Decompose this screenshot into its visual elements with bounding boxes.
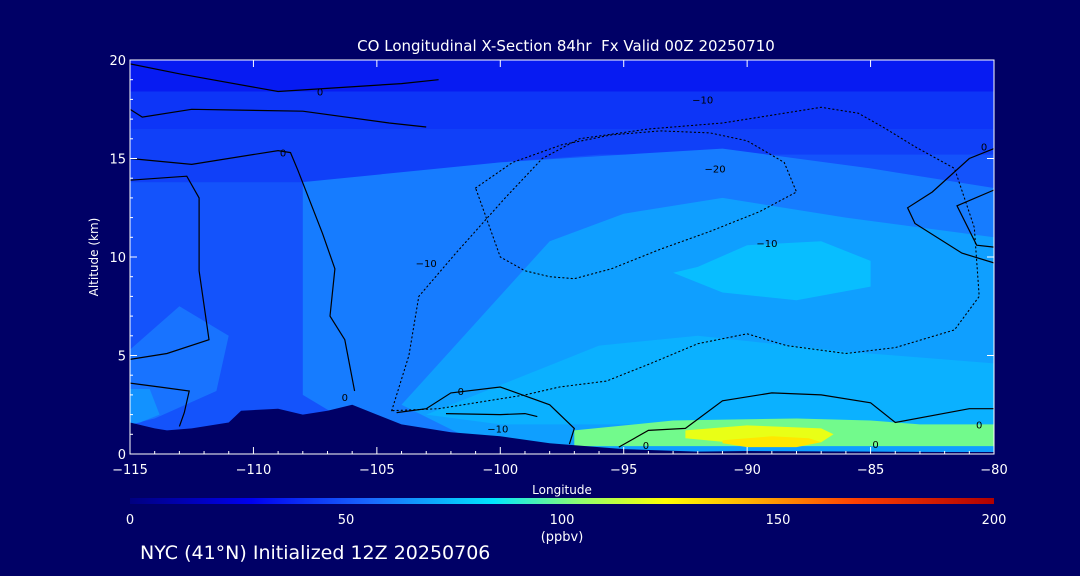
contour-label-9: −20 <box>705 164 726 175</box>
contour-line-10 <box>391 106 980 412</box>
contour-label-6: 0 <box>976 420 982 431</box>
y-tick-label: 20 <box>109 54 126 69</box>
contour-label-0: 0 <box>317 88 323 99</box>
x-tick-label: −90 <box>733 463 760 478</box>
co-region-1 <box>130 91 994 129</box>
colorbar-tick-label: 150 <box>766 513 791 528</box>
contour-line-0 <box>130 63 439 93</box>
contour-label-5: 0 <box>872 440 878 451</box>
co-region-10 <box>722 436 822 448</box>
contour-label-10: −10 <box>416 259 437 270</box>
contour-label-4: 0 <box>643 441 649 452</box>
x-tick-label: −110 <box>236 463 272 478</box>
contour-label-12: −10 <box>487 424 508 435</box>
colorbar-ticks: 0 50 100 150 200 <box>126 513 1007 528</box>
x-tick-label: −105 <box>359 463 395 478</box>
contour-line-8 <box>906 148 994 264</box>
co-region-12 <box>130 389 160 425</box>
y-axis-title: Altitude (km) <box>87 218 101 297</box>
contour-label-3: 0 <box>458 387 464 398</box>
contour-line-4 <box>130 382 190 427</box>
contour-label-8: −10 <box>692 95 713 106</box>
colorbar-tick-label: 100 <box>550 513 575 528</box>
terrain-mask <box>130 404 994 454</box>
contour-line-2 <box>130 149 356 392</box>
x-tick-label: −80 <box>980 463 1007 478</box>
y-tick-label: 5 <box>118 350 126 365</box>
contour-label-2: 0 <box>342 393 348 404</box>
co-region-6 <box>673 241 871 301</box>
co-region-7 <box>426 335 994 425</box>
x-tick-label: −85 <box>857 463 884 478</box>
colorbar-tick-label: 0 <box>126 513 134 528</box>
contour-line-3 <box>130 175 210 360</box>
y-tick-label: 10 <box>109 251 126 266</box>
y-tick-label: 15 <box>109 153 126 168</box>
co-concentration-fields <box>130 60 994 454</box>
contour-label-1: 0 <box>280 149 286 160</box>
colorbar <box>130 498 994 504</box>
footer-init-text: NYC (41°N) Initialized 12Z 20250706 <box>140 542 491 564</box>
co-region-11 <box>130 306 229 425</box>
contour-label-11: −10 <box>756 239 777 250</box>
colorbar-tick-label: 200 <box>982 513 1007 528</box>
x-axis-title: Longitude <box>532 483 592 497</box>
contour-line-9 <box>956 189 994 248</box>
colorbar-unit: (ppbv) <box>541 530 584 545</box>
y-tick-label: 0 <box>118 448 126 463</box>
x-tick-label: −100 <box>482 463 518 478</box>
x-tick-label: −95 <box>610 463 637 478</box>
x-tick-label: −115 <box>112 463 148 478</box>
contour-labels: 0 0 0 0 0 0 0 0 −10 −20 −10 −10 −10 <box>280 88 987 453</box>
chart-title: CO Longitudinal X-Section 84hr Fx Valid … <box>357 37 775 55</box>
colorbar-tick-label: 50 <box>338 513 355 528</box>
contour-line-6 <box>445 412 538 418</box>
contour-label-7: 0 <box>981 143 987 154</box>
contour-line-11 <box>475 130 798 280</box>
contour-line-5 <box>396 386 575 445</box>
co-region-0 <box>130 60 994 92</box>
contour-line-7 <box>618 392 994 448</box>
contour-line-1 <box>130 108 427 128</box>
co-anomaly-contours <box>130 63 994 448</box>
